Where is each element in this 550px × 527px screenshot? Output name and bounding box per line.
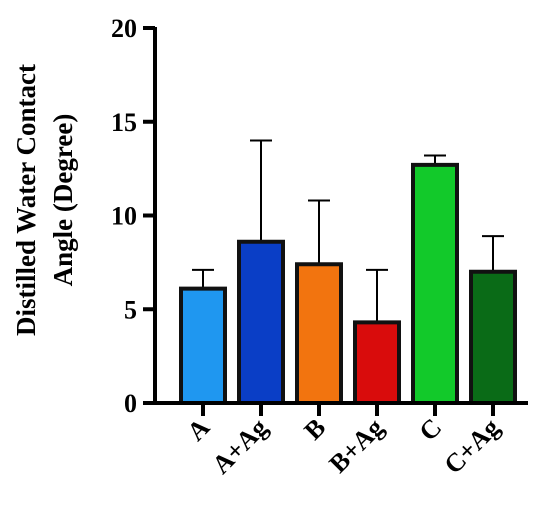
x-tick-label: B+Ag [324,413,390,479]
x-axis: AA+Ag BB+Ag CC+Ag [153,401,528,480]
y-tick-label: 0 [124,389,137,418]
x-tick-label: C [413,413,447,447]
y-tick-label: 10 [111,202,137,231]
bar-a [179,286,227,405]
bar-c-plus-ag [469,269,517,405]
y-axis: 0 5 10 15 20 [111,14,157,418]
bar-b-plus-ag [353,320,401,405]
y-axis-title-line-2: Angle (Degree) [48,114,78,287]
y-tick-label: 20 [111,14,137,43]
x-tick-label: B [298,413,331,446]
bar-c [411,162,459,405]
bar-b [295,262,343,405]
x-tick-label: C+Ag [439,413,506,480]
y-axis-title: Distilled Water Contact Angle (Degree) [11,64,78,336]
x-tick-label: A+Ag [207,413,274,480]
y-tick-label: 15 [111,108,137,137]
y-axis-title-line-1: Distilled Water Contact [11,64,41,336]
y-tick-label: 5 [124,295,137,324]
bar-a-plus-ag [237,239,285,405]
x-tick-label: A [181,413,215,447]
bars [179,139,517,405]
